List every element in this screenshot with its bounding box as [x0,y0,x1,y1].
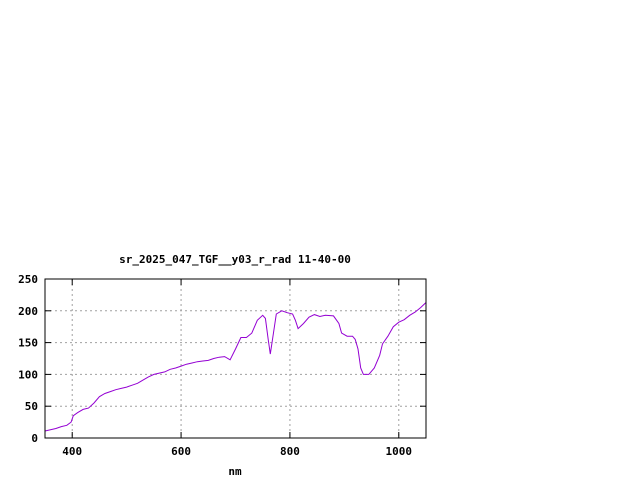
x-tick-label: 400 [62,445,82,458]
y-tick-label: 250 [18,273,38,286]
y-tick-label: 150 [18,337,38,350]
x-axis-label: nm [228,465,242,478]
x-tick-label: 600 [171,445,191,458]
x-tick-label: 1000 [386,445,413,458]
chart-title: sr_2025_047_TGF__y03_r_rad 11-40-00 [119,253,351,266]
y-tick-label: 200 [18,305,38,318]
y-tick-label: 0 [31,432,38,445]
x-tick-label: 800 [280,445,300,458]
tick-labels: 400 600 800 1000 0 50 100 150 200 250 [18,273,412,458]
y-tick-label: 50 [25,400,38,413]
axis-ticks [45,278,426,439]
grid-lines [45,279,426,438]
y-tick-label: 100 [18,368,38,381]
plot-frame [44,278,427,439]
series-line [44,302,427,432]
